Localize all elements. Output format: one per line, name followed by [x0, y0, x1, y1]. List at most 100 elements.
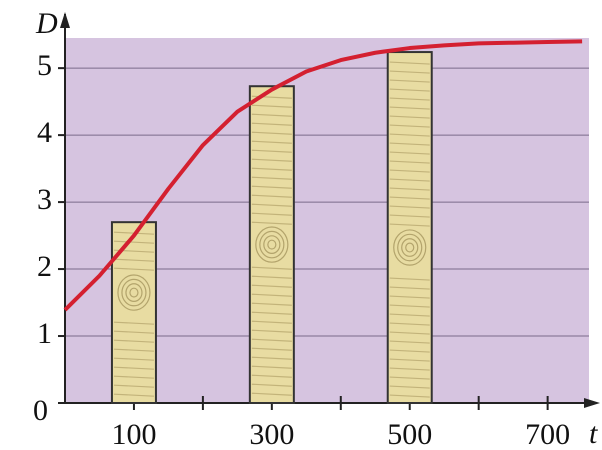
wood-grain — [113, 330, 154, 334]
x-tick-label: 300 — [249, 418, 294, 450]
wood-grain — [113, 366, 154, 370]
wood-grain — [389, 358, 430, 362]
y-tick-label: 5 — [37, 49, 52, 82]
x-tick-label: 700 — [525, 418, 570, 450]
wood-grain — [389, 115, 430, 119]
wood-ring — [393, 229, 427, 266]
wood-grain — [251, 392, 292, 396]
wood-grain — [251, 203, 292, 207]
curve — [63, 39, 583, 312]
wood-rings — [251, 95, 292, 396]
wood-ring — [129, 287, 139, 298]
wood-grain — [251, 302, 292, 306]
wood-grain — [389, 340, 430, 344]
wood-grain — [251, 113, 292, 117]
wood-grain — [389, 97, 430, 101]
wood-grain — [389, 331, 430, 335]
wood-grain — [251, 131, 292, 135]
wood-rings — [389, 61, 430, 398]
x-axis-arrow — [584, 398, 600, 408]
wood-grain — [389, 142, 430, 146]
y-tick-label: 2 — [37, 250, 52, 283]
wood-grain — [389, 313, 430, 317]
wood-grain — [113, 258, 154, 262]
bar — [386, 51, 433, 405]
wood-grain — [389, 349, 430, 353]
y-axis-arrow — [60, 12, 70, 28]
wood-grain — [251, 194, 292, 198]
wood-grain — [113, 240, 154, 244]
wood-grain — [389, 160, 430, 164]
wood-grain — [389, 394, 430, 398]
wood-grain — [389, 196, 430, 200]
wood-grain — [389, 304, 430, 308]
wood-grain — [389, 70, 430, 74]
wood-grain — [113, 267, 154, 271]
wood-grain — [389, 277, 430, 281]
wood-grain — [251, 374, 292, 378]
wood-ring — [121, 278, 147, 307]
x-axis-title: t — [589, 417, 598, 450]
wood-grain — [251, 140, 292, 144]
wood-grain — [251, 104, 292, 108]
wood-grain — [389, 124, 430, 128]
wood-grain — [251, 122, 292, 126]
wood-grain — [113, 357, 154, 361]
wood-grain — [389, 286, 430, 290]
wood-grain — [389, 376, 430, 380]
wood-ring — [125, 283, 143, 302]
y-tick-label: 0 — [33, 394, 48, 427]
x-tick-label: 100 — [111, 418, 156, 450]
wood-grain — [251, 212, 292, 216]
wood-grain — [251, 284, 292, 288]
y-tick-label: 1 — [37, 317, 52, 350]
x-tick-label: 500 — [387, 418, 432, 450]
wood-grain — [251, 176, 292, 180]
wood-rings — [113, 231, 154, 397]
wood-grain — [389, 367, 430, 371]
wood-grain — [251, 266, 292, 270]
wood-grain — [251, 221, 292, 225]
wood-grain — [251, 320, 292, 324]
wood-grain — [113, 384, 154, 388]
wood-grain — [389, 79, 430, 83]
wood-grain — [251, 383, 292, 387]
wood-ring — [405, 242, 415, 253]
wood-grain — [251, 356, 292, 360]
wood-grain — [389, 169, 430, 173]
wood-grain — [251, 311, 292, 315]
wood-grain — [389, 187, 430, 191]
wood-grain — [251, 149, 292, 153]
wood-grain — [113, 339, 154, 343]
wood-grain — [251, 158, 292, 162]
wood-grain — [389, 106, 430, 110]
wood-grain — [251, 347, 292, 351]
wood-grain — [389, 322, 430, 326]
wood-grain — [389, 385, 430, 389]
wood-grain — [251, 338, 292, 342]
wood-grain — [113, 393, 154, 397]
wood-grain — [389, 133, 430, 137]
wood-ring — [255, 226, 289, 263]
wood-grain — [251, 293, 292, 297]
wood-grain — [389, 88, 430, 92]
wood-grain — [389, 205, 430, 209]
wood-grain — [389, 61, 430, 65]
wood-grain — [389, 295, 430, 299]
wood-grain — [251, 365, 292, 369]
wood-grain — [389, 178, 430, 182]
wood-grain — [113, 348, 154, 352]
y-tick-label: 4 — [37, 116, 52, 149]
wood-grain — [251, 329, 292, 333]
wood-ring — [401, 238, 419, 257]
y-axis-title: D — [35, 7, 58, 40]
wood-grain — [251, 275, 292, 279]
wood-grain — [113, 375, 154, 379]
wood-ring — [259, 230, 285, 259]
wood-ring — [267, 239, 277, 250]
wood-grain — [113, 321, 154, 325]
wood-ring — [117, 274, 151, 311]
wood-grain — [251, 167, 292, 171]
wood-ring — [397, 233, 423, 262]
